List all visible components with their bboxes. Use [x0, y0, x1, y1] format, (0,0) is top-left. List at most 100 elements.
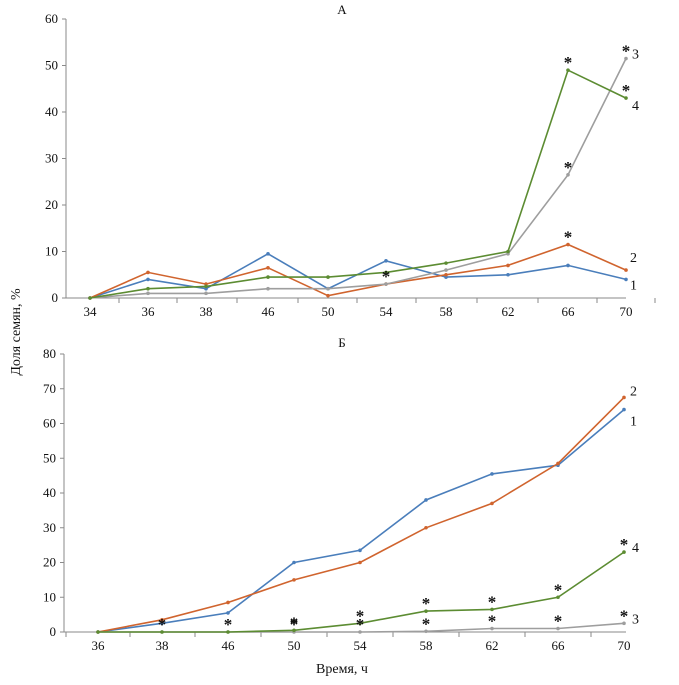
series-4-point: [490, 607, 494, 612]
series-4-point: [622, 550, 626, 554]
chart-panel-b: Б 0 10 20 30 40 50 60 70 80 36 38 46 50 54 58 62 66 70 1 2 3 4…: [43, 335, 639, 653]
series-1-label: 1: [630, 415, 637, 430]
x-tick-label: 62: [486, 638, 499, 653]
significance-marker: *: [382, 267, 391, 286]
series-2-point: [566, 242, 570, 247]
y-tick-label: 20: [45, 197, 58, 212]
series-1-point: [490, 472, 494, 476]
y-tick-label: 10: [43, 589, 56, 604]
y-tick-label: 60: [43, 416, 56, 431]
series-4-point: [384, 270, 388, 275]
series-3-point: [444, 268, 448, 272]
x-tick-label: 34: [84, 304, 98, 319]
y-tick-label: 80: [43, 346, 56, 361]
x-tick-label: 70: [618, 638, 631, 653]
series-4-line: [89, 69, 627, 299]
series-3-point: [384, 282, 388, 286]
series-1-point: [266, 252, 270, 256]
series-4-point: [96, 630, 100, 634]
significance-marker: *: [622, 42, 631, 61]
y-tick-label: 60: [45, 11, 58, 26]
y-tick-label: 40: [43, 485, 56, 500]
series-4-point: [88, 296, 92, 300]
x-tick-label: 36: [92, 638, 106, 653]
significance-marker: *: [622, 81, 631, 100]
series-2-point: [556, 461, 560, 466]
significance-marker: *: [564, 53, 573, 72]
y-tick-label: 30: [43, 520, 56, 535]
series-1-point: [146, 277, 150, 282]
series-3-point: [490, 626, 494, 631]
significance-marker: *: [290, 615, 299, 634]
series-3-point: [556, 626, 560, 631]
series-1-label: 1: [630, 278, 637, 293]
y-tick-label: 50: [43, 450, 56, 465]
significance-marker: *: [290, 613, 299, 632]
series-4-point: [358, 621, 362, 626]
series-4-point: [506, 249, 510, 254]
y-tick-label: 70: [43, 381, 56, 396]
x-tick-label: 38: [200, 304, 213, 319]
series-4-point: [146, 286, 150, 291]
series-3-label: 3: [632, 612, 639, 627]
series-3-point: [566, 172, 570, 177]
y-tick-label: 0: [52, 290, 59, 305]
series-3-point: [326, 286, 330, 291]
significance-marker: *: [564, 228, 573, 247]
series-4-point: [326, 275, 330, 279]
series-2-point: [226, 600, 230, 605]
series-2-point: [506, 263, 510, 268]
series-4-point: [266, 275, 270, 279]
significance-marker: *: [422, 594, 431, 613]
x-tick-label: 46: [262, 304, 276, 319]
series-1-point: [622, 407, 626, 412]
y-tick-label: 40: [45, 104, 58, 119]
x-axis-title: Время, ч: [316, 662, 368, 677]
series-1-point: [358, 548, 362, 553]
series-2-line: [89, 243, 627, 299]
significance-marker: *: [488, 612, 497, 631]
series-1-point: [424, 498, 428, 502]
series-4-point: [226, 630, 230, 634]
series-1-line: [97, 408, 625, 633]
series-2-point: [622, 395, 626, 400]
series-2-point: [266, 265, 270, 270]
series-2-point: [292, 578, 296, 582]
series-3-point: [424, 629, 428, 634]
series-2-line: [97, 396, 625, 633]
series-4-point: [566, 68, 570, 72]
series-3-point: [146, 291, 150, 296]
x-tick-label: 54: [354, 638, 368, 653]
x-tick-label: 50: [322, 304, 335, 319]
series-1-point: [160, 621, 164, 626]
series-2-point: [358, 560, 362, 565]
x-tick-label: 66: [552, 638, 566, 653]
y-tick-label: 50: [45, 58, 58, 73]
significance-marker: *: [158, 615, 167, 634]
series-4-point: [292, 628, 296, 633]
significance-marker: *: [620, 606, 629, 625]
series-1-point: [624, 277, 628, 282]
series-3-point: [358, 630, 362, 634]
series-4-point: [444, 261, 448, 265]
y-tick-label: 30: [45, 151, 58, 166]
significance-marker: *: [356, 606, 365, 625]
series-3-label: 3: [632, 48, 639, 63]
x-tick-label: 50: [288, 638, 301, 653]
significance-marker: *: [564, 158, 573, 177]
series-2-label: 2: [630, 384, 637, 399]
y-tick-label: 10: [45, 244, 58, 259]
series-2-point: [490, 501, 494, 506]
y-axis-title: Доля семян, %: [9, 288, 24, 376]
significance-marker: *: [356, 615, 365, 634]
series-2-point: [146, 270, 150, 275]
significance-marker: *: [422, 614, 431, 633]
x-tick-label: 38: [156, 638, 169, 653]
series-4-point: [624, 96, 628, 100]
series-1-point: [506, 272, 510, 277]
series-1-point: [566, 263, 570, 268]
series-2-point: [160, 618, 164, 622]
series-4-point: [556, 595, 560, 600]
